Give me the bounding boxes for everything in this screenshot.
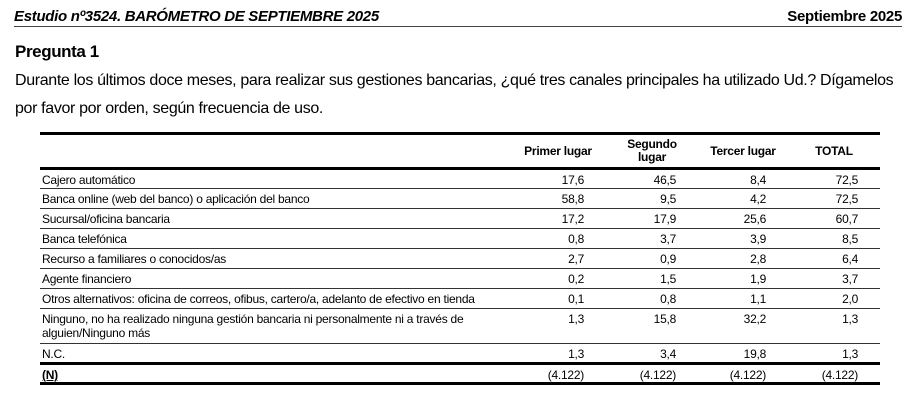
- cell-value: 2,7: [510, 248, 606, 269]
- cell-value: 17,9: [606, 208, 698, 229]
- cell-value: (4.122): [729, 368, 767, 382]
- cell-value: 19,8: [698, 343, 788, 364]
- cell-value: (4.122): [639, 368, 677, 382]
- row-label: Recurso a familiares o conocidos/as: [40, 248, 510, 269]
- cell-value: 1,9: [698, 268, 788, 289]
- cell-value: 60,7: [788, 208, 880, 229]
- question-text: Durante los últimos doce meses, para rea…: [15, 72, 894, 117]
- table-row: Ninguno, no ha realizado ninguna gestión…: [40, 308, 880, 344]
- cell-value: 32,2: [698, 308, 788, 344]
- cell-value: 0,2: [510, 268, 606, 289]
- cell-value: 1,3: [510, 343, 606, 364]
- table-row: Agente financiero 0,2 1,5 1,9 3,7: [40, 268, 880, 289]
- cell-value: 1,3: [788, 343, 880, 364]
- cell-value: 72,5: [788, 168, 880, 189]
- row-label: Otros alternativos: oficina de correos, …: [40, 288, 510, 309]
- row-label: Sucursal/oficina bancaria: [40, 208, 510, 229]
- row-label: (N): [42, 368, 58, 382]
- row-label: Ninguno, no ha realizado ninguna gestión…: [40, 308, 510, 344]
- cell-value: (4.122): [821, 368, 859, 382]
- table-row: Cajero automático 17,6 46,5 8,4 72,5: [40, 168, 880, 189]
- table-row: (N) (4.122) (4.122) (4.122) (4.122): [40, 363, 880, 384]
- table-row: Recurso a familiares o conocidos/as 2,7 0,…: [40, 248, 880, 269]
- cell-value: 25,6: [698, 208, 788, 229]
- column-header-primer: Primer lugar: [524, 143, 592, 158]
- cell-value: 8,5: [788, 228, 880, 249]
- cell-value: 1,5: [606, 268, 698, 289]
- table-row: N.C. 1,3 3,4 19,8 1,3: [40, 343, 880, 364]
- table-header-row: Primer lugar Segundo lugar Tercer lugar …: [40, 133, 880, 169]
- cell-value: 3,4: [606, 343, 698, 364]
- cell-value: 0,1: [510, 288, 606, 309]
- table-row: Otros alternativos: oficina de correos, …: [40, 288, 880, 309]
- row-label: Cajero automático: [40, 168, 510, 189]
- cell-value: 1,3: [510, 308, 606, 344]
- cell-value: 58,8: [510, 188, 606, 209]
- column-header-label: Segundo lugar: [627, 137, 677, 164]
- table-row: Banca online (web del banco) o aplicació…: [40, 188, 880, 209]
- cell-value: 0,9: [606, 248, 698, 269]
- cell-value: 46,5: [606, 168, 698, 189]
- cell-value: 6,4: [788, 248, 880, 269]
- cell-value: 8,4: [698, 168, 788, 189]
- page-header: Estudio nº3524. BARÓMETRO DE SEPTIEMBRE …: [14, 6, 902, 27]
- table-row: Banca telefónica 0,8 3,7 3,9 8,5: [40, 228, 880, 249]
- cell-value: 4,2: [698, 188, 788, 209]
- cell-value: 1,3: [788, 308, 880, 344]
- study-title: Estudio nº3524. BARÓMETRO DE SEPTIEMBRE …: [14, 8, 379, 25]
- cell-value: 1,1: [698, 288, 788, 309]
- cell-value: 2,8: [698, 248, 788, 269]
- cell-value: 3,9: [698, 228, 788, 249]
- column-header-total: TOTAL: [815, 143, 853, 158]
- cell-value: 0,8: [510, 228, 606, 249]
- cell-value: 0,8: [606, 288, 698, 309]
- table-row: Sucursal/oficina bancaria 17,2 17,9 25,6 60,…: [40, 208, 880, 229]
- cell-value: 17,2: [510, 208, 606, 229]
- column-header-tercer: Tercer lugar: [710, 143, 776, 158]
- cell-value: 72,5: [788, 188, 880, 209]
- cell-value: 3,7: [788, 268, 880, 289]
- cell-value: 9,5: [606, 188, 698, 209]
- row-label: Banca online (web del banco) o aplicació…: [40, 188, 510, 209]
- row-label: Agente financiero: [40, 268, 510, 289]
- cell-value: (4.122): [547, 368, 585, 382]
- cell-value: 2,0: [788, 288, 880, 309]
- cell-value: 15,8: [606, 308, 698, 344]
- cell-value: 3,7: [606, 228, 698, 249]
- row-label: N.C.: [40, 343, 510, 364]
- column-header-segundo: Segundo lugar: [606, 134, 698, 169]
- cell-value: 17,6: [510, 168, 606, 189]
- row-label: Banca telefónica: [40, 228, 510, 249]
- study-date: Septiembre 2025: [787, 8, 902, 25]
- results-table: Primer lugar Segundo lugar Tercer lugar …: [40, 132, 880, 385]
- question-title: Pregunta 1: [15, 42, 99, 61]
- column-header: [40, 134, 510, 169]
